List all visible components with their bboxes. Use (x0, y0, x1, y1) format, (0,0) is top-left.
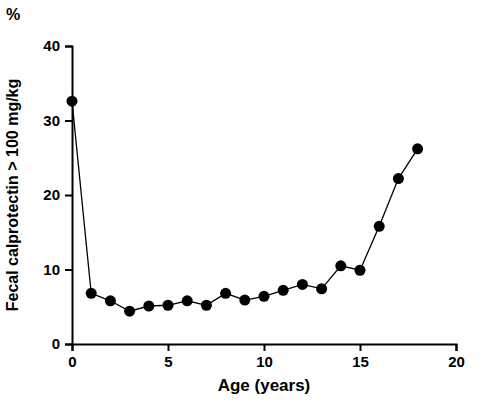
tick: 10 (256, 344, 273, 370)
point (182, 295, 193, 306)
tick: 0 (52, 335, 72, 352)
tick-label: 40 (43, 37, 60, 54)
tick-label: 20 (448, 353, 465, 370)
point (316, 283, 327, 294)
tick-mark (65, 344, 72, 346)
tick: 20 (448, 344, 465, 370)
line (72, 101, 418, 311)
tick-mark (65, 120, 72, 122)
tick-mark (264, 344, 266, 351)
chart: 0 5 10 15 20 0 10 20 30 40 Age (years) Fecal calpro… (0, 0, 500, 405)
point (374, 221, 385, 232)
tick-mark (65, 195, 72, 197)
point (163, 300, 174, 311)
point (412, 143, 423, 154)
marks (67, 96, 424, 317)
point (278, 285, 289, 296)
point (335, 260, 346, 271)
x-axis: 0 5 10 15 20 (68, 344, 465, 370)
point (143, 301, 154, 312)
tick: 30 (43, 112, 72, 129)
tick: 20 (43, 186, 72, 203)
point (355, 265, 366, 276)
point (105, 295, 116, 306)
point (201, 300, 212, 311)
tick: 0 (68, 344, 76, 370)
tick: 10 (43, 261, 72, 278)
tick-label: 10 (256, 353, 273, 370)
point (259, 291, 270, 302)
tick: 15 (352, 344, 369, 370)
point (297, 279, 308, 290)
point (220, 288, 231, 299)
tick-mark (65, 269, 72, 271)
y-axis-line (65, 47, 73, 345)
tick-label: 0 (68, 353, 76, 370)
point (239, 295, 250, 306)
tick-mark (65, 46, 72, 48)
point (124, 306, 135, 317)
x-axis-line (73, 345, 457, 352)
tick-label: 15 (352, 353, 369, 370)
tick-label: 20 (43, 186, 60, 203)
tick: 40 (43, 37, 72, 54)
y-axis-title: Fecal calprotectin > 100 mg/kg (4, 79, 21, 312)
tick-mark (456, 344, 458, 351)
y-axis: 0 10 20 30 40 (43, 37, 72, 352)
plot: 0 5 10 15 20 0 10 20 30 40 (43, 37, 465, 369)
tick-label: 10 (43, 261, 60, 278)
point (67, 96, 78, 107)
tick-label: 5 (164, 353, 172, 370)
tick-mark (168, 344, 170, 351)
tick-label: 0 (52, 335, 60, 352)
point (393, 173, 404, 184)
x-axis-title: Age (years) (218, 376, 311, 395)
tick: 5 (164, 344, 172, 370)
tick-mark (360, 344, 362, 351)
annotation: % (6, 6, 20, 23)
tick-label: 30 (43, 112, 60, 129)
point (86, 288, 97, 299)
